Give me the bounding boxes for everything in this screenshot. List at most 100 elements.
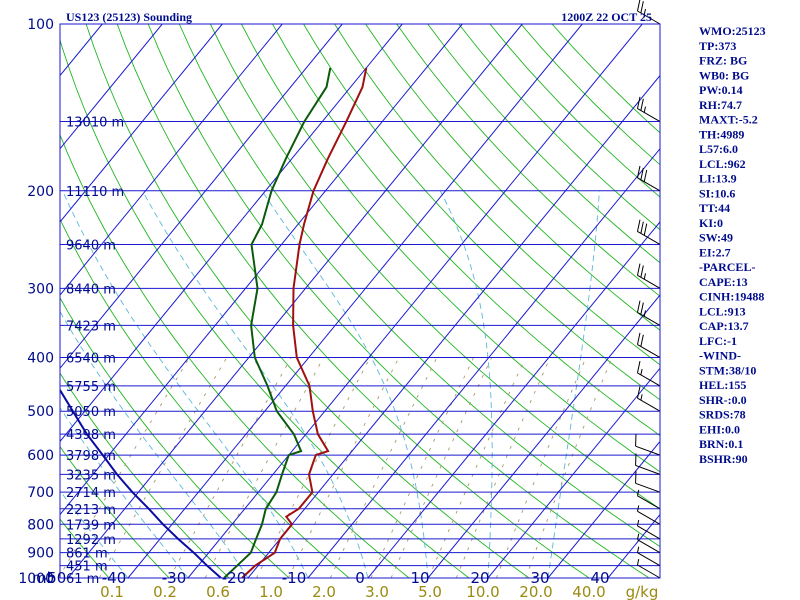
wind-barb-staff [635,482,661,493]
index-item: SI:10.6 [699,186,735,200]
height-label: 4398 m [66,428,116,443]
wind-barb-flag [643,273,646,280]
wind-barb [636,519,661,540]
wind-barb-flag [643,106,646,113]
index-item: EHI:0.0 [699,422,740,436]
mixing-ratio-label: 40.0 [572,583,605,600]
height-label: 2714 m [66,486,116,501]
wind-barb-flag [636,165,641,178]
wind-barb-flag [636,0,641,12]
index-item: SW:49 [699,231,733,245]
wind-barb [636,300,661,326]
wind-barb-flag [643,310,646,317]
index-item: LCL:913 [699,304,746,318]
temperature-tick-label: 20 [470,569,489,587]
pressure-label: 100 [27,17,54,33]
height-label: 3235 m [66,468,116,483]
height-label: 61 m [66,572,99,587]
wind-barb-flag [636,332,641,345]
wind-barb-flag [643,169,648,182]
isotherm [127,24,583,578]
wind-barb-flag [640,1,644,14]
index-item: WMO:25123 [699,24,766,38]
height-label: 11110 m [66,185,124,200]
index-item: PW:0.14 [699,83,743,97]
wind-barb-staff [635,445,661,456]
index-item: LFC:-1 [699,334,737,348]
index-item: KI:0 [699,216,723,230]
isotherm [427,294,660,578]
mixing-ratio-label: 1.0 [259,583,283,600]
wind-barb-staff [637,10,661,25]
temperature-tick-label: 10 [410,569,429,587]
wind-barb-flag [636,96,641,109]
index-item: SHR-:0.0 [699,393,747,407]
pressure-label: 400 [27,351,54,367]
temperature-tick-label: 40 [590,569,609,587]
isotherm [60,24,223,223]
height-label: 9640 m [66,238,116,253]
wind-barb-staff [637,177,661,192]
mixing-ratio-label: 2.0 [312,583,336,600]
wind-barb-flag [636,489,640,496]
wind-barb-flag [636,300,641,313]
height-label: 861 m [66,547,108,562]
moist-adiabat [60,489,129,578]
wind-barb-staff [637,510,661,525]
height-label: 3798 m [66,449,116,464]
wind-barb [636,386,661,412]
temperature-tick-label: 0 [355,569,365,587]
wind-barb-flag [640,98,644,111]
pressure-label: 600 [27,448,54,464]
wind-barb-staff [637,539,661,554]
wind-barb [636,165,661,192]
isotherm [67,24,523,578]
wind-barb [636,559,661,579]
height-label: 2213 m [66,503,116,518]
index-item: HEL:155 [699,378,746,392]
isotherm [60,24,343,370]
wind-barb-flag [636,505,640,512]
index-item: TP:373 [699,39,736,53]
mixing-ratio-label: 10.0 [466,583,499,600]
wind-barb [635,453,661,475]
wind-barb [636,96,661,122]
wind-barb-flag [643,223,648,236]
mixing-ratio-label: 5.0 [418,583,442,600]
index-item: CINH:19488 [699,290,764,304]
wind-barb-flag [636,386,641,399]
index-item: -PARCEL- [699,260,755,274]
index-item: CAPE:13 [699,275,748,289]
mixing-ratio-label: 0.6 [206,583,230,600]
height-label: 6540 m [66,352,116,367]
wind-barb-flag [636,559,640,566]
wind-barb-flag [636,219,641,232]
isotherm [247,74,660,578]
index-item: BRN:0.1 [699,437,743,451]
wind-barb-staff [637,495,661,510]
mixing-ratio-label: 20.0 [519,583,552,600]
wind-barb [636,361,661,387]
wind-barb-staff [635,464,661,475]
wind-barb [636,505,661,525]
wind-barb [635,434,661,456]
wind-barb-flag [640,334,644,347]
isotherm [187,24,643,578]
wind-barb [636,0,661,25]
temperature-tick-label: -40 [102,569,127,587]
wind-barb [635,471,661,493]
valid-time: 1200Z 22 OCT 25 [561,10,652,24]
isotherm [60,24,403,443]
isotherm [547,440,660,578]
isotherm [60,24,283,296]
wind-barb [636,332,661,358]
wind-barb-flag [636,263,641,276]
mixing-ratio-label: 0.2 [153,583,177,600]
wind-barb-staff [637,564,661,579]
index-item: EI:2.7 [699,245,731,259]
wind-barb-staff [637,372,661,387]
wind-barb-staff [637,525,661,540]
index-item: L57:6.0 [699,142,738,156]
